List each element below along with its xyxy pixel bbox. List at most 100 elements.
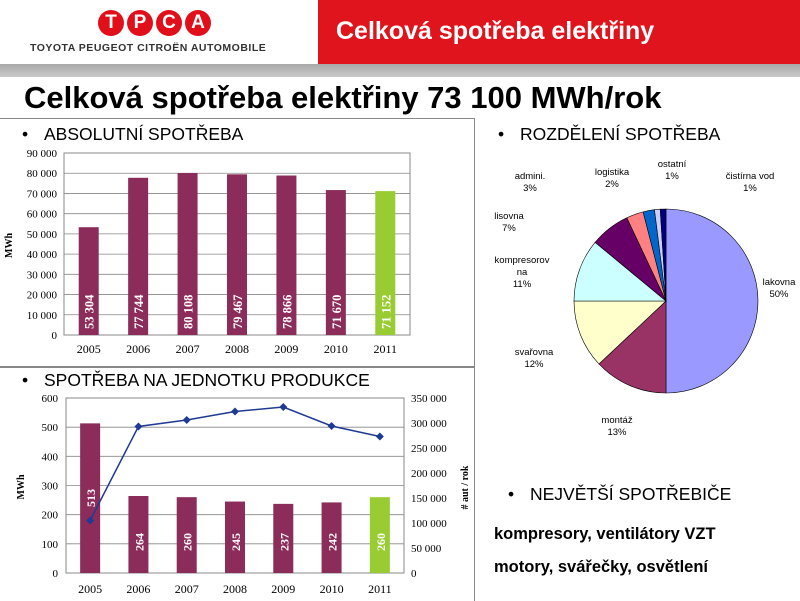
pie-slice bbox=[598, 300, 667, 394]
section-absolute: • ABSOLUTNÍ SPOTŘEBA bbox=[22, 124, 243, 145]
pie-label: lakovna bbox=[763, 277, 796, 288]
pie-label: 50% bbox=[769, 289, 789, 300]
x-tick-label: 2005 bbox=[78, 582, 102, 596]
pie-label: lisovna bbox=[494, 211, 524, 222]
pie-label: 2% bbox=[605, 179, 619, 190]
bar bbox=[225, 501, 245, 573]
y2-tick-label: 250 000 bbox=[411, 443, 447, 455]
pie-slice bbox=[665, 208, 759, 394]
bar bbox=[325, 190, 346, 335]
section-distribution-label: ROZDĚLENÍ SPOTŘEBA bbox=[520, 124, 721, 144]
bar-value-label: 71 152 bbox=[379, 295, 393, 329]
pie-label: 7% bbox=[502, 223, 516, 234]
bar bbox=[128, 177, 149, 335]
bar-value-label: 79 467 bbox=[231, 295, 245, 329]
pie-label: 1% bbox=[743, 183, 757, 194]
header-divider bbox=[0, 64, 800, 77]
section-absolute-label: ABSOLUTNÍ SPOTŘEBA bbox=[44, 124, 244, 144]
y-axis-label: MWh bbox=[4, 233, 15, 258]
section-biggest-label: NEJVĚTŠÍ SPOTŘEBIČE bbox=[530, 484, 732, 504]
page-title: Celková spotřeba elektřiny 73 100 MWh/ro… bbox=[24, 80, 662, 115]
y2-axis-label: # aut / rok bbox=[460, 465, 471, 509]
pie-label: 3% bbox=[523, 183, 537, 194]
bar bbox=[276, 175, 297, 335]
logo-subtitle: TOYOTA PEUGEOT CITROËN AUTOMOBILE bbox=[30, 42, 267, 54]
x-tick-label: 2008 bbox=[223, 582, 247, 596]
line-point bbox=[279, 403, 288, 411]
section-per-unit: • SPOTŘEBA NA JEDNOTKU PRODUKCE bbox=[22, 370, 370, 391]
y2-tick-label: 100 000 bbox=[411, 518, 447, 530]
x-tick-label: 2011 bbox=[374, 342, 398, 356]
bar bbox=[78, 227, 99, 335]
pie-label: čistírna vod bbox=[726, 171, 775, 182]
y2-tick-label: 350 000 bbox=[411, 393, 447, 405]
bar-value-label: 77 744 bbox=[132, 294, 146, 329]
y2-tick-label: 200 000 bbox=[411, 468, 447, 480]
bar-value-label: 513 bbox=[84, 489, 98, 507]
bar bbox=[177, 173, 198, 335]
x-tick-label: 2011 bbox=[368, 582, 392, 596]
pie-label: svařovna bbox=[515, 347, 554, 358]
absolute-panel-frame bbox=[0, 118, 475, 368]
y-tick-label: 100 bbox=[42, 539, 59, 551]
pie-label: montáž bbox=[601, 415, 632, 426]
tpca-logo: T P C A TOYOTA PEUGEOT CITROËN AUTOMOBIL… bbox=[0, 0, 318, 64]
section-distribution: • ROZDĚLENÍ SPOTŘEBA bbox=[498, 124, 720, 145]
x-tick-label: 2006 bbox=[126, 342, 150, 356]
x-tick-label: 2008 bbox=[225, 342, 249, 356]
bar bbox=[227, 174, 247, 335]
x-tick-label: 2007 bbox=[175, 582, 199, 596]
pie-label: na bbox=[517, 267, 528, 278]
y-tick-label: 300 bbox=[42, 481, 59, 493]
line-point bbox=[375, 432, 384, 441]
y2-tick-label: 0 bbox=[411, 568, 417, 580]
y-tick-label: 40 000 bbox=[27, 249, 58, 261]
bar-value-label: 71 670 bbox=[330, 295, 344, 329]
bar-value-label: 242 bbox=[326, 533, 340, 551]
logo-letter-p: P bbox=[127, 10, 153, 36]
bullet-icon: • bbox=[498, 124, 505, 144]
bar-value-label: 260 bbox=[181, 533, 195, 551]
line-point bbox=[86, 516, 95, 525]
header: T P C A TOYOTA PEUGEOT CITROËN AUTOMOBIL… bbox=[0, 0, 800, 77]
line-point bbox=[231, 407, 239, 416]
y-axis-label: MWh bbox=[16, 474, 27, 499]
bar bbox=[273, 503, 294, 573]
pie-label: 13% bbox=[607, 427, 627, 438]
pie-label: admini. bbox=[515, 171, 546, 182]
section-biggest: • NEJVĚTŠÍ SPOTŘEBIČE bbox=[508, 484, 731, 505]
pie-label: 11% bbox=[513, 279, 532, 290]
biggest-line-2: motory, svářečky, osvětlení bbox=[494, 558, 708, 576]
pie-label: kompresorov bbox=[495, 255, 550, 266]
bar-value-label: 260 bbox=[374, 533, 388, 551]
line-point bbox=[182, 416, 191, 424]
y2-tick-label: 50 000 bbox=[411, 543, 442, 555]
bar-value-label: 53 304 bbox=[83, 294, 97, 329]
bar bbox=[321, 502, 342, 573]
y-tick-label: 500 bbox=[42, 422, 59, 434]
logo-letters: T P C A bbox=[98, 10, 211, 36]
x-tick-label: 2006 bbox=[126, 582, 150, 596]
y-tick-label: 60 000 bbox=[27, 209, 58, 221]
per-unit-panel-frame bbox=[0, 366, 475, 601]
line-point bbox=[327, 422, 336, 430]
y-tick-label: 600 bbox=[42, 393, 59, 405]
pie-label: ostatní bbox=[658, 159, 687, 170]
y-tick-label: 30 000 bbox=[27, 269, 58, 281]
bar bbox=[128, 496, 149, 573]
y-tick-label: 50 000 bbox=[27, 229, 58, 241]
biggest-line-1: kompresory, ventilátory VZT bbox=[494, 525, 716, 543]
x-tick-label: 2010 bbox=[320, 582, 344, 596]
pie-label: 1% bbox=[665, 171, 679, 182]
per-unit-consumption-chart: 0 100 200 300 400 500 600 0 50 000 100 000 150 000… bbox=[16, 393, 471, 596]
pie-label: logistika bbox=[595, 167, 630, 178]
bar bbox=[80, 423, 101, 573]
logo-letter-c: C bbox=[156, 10, 182, 36]
y-tick-label: 10 000 bbox=[27, 310, 58, 322]
header-banner: Celková spotřeba elektřiny bbox=[318, 0, 800, 64]
y-tick-label: 0 bbox=[52, 330, 58, 342]
y-tick-label: 20 000 bbox=[27, 290, 58, 302]
y-tick-label: 90 000 bbox=[27, 148, 58, 160]
bar bbox=[176, 497, 197, 573]
